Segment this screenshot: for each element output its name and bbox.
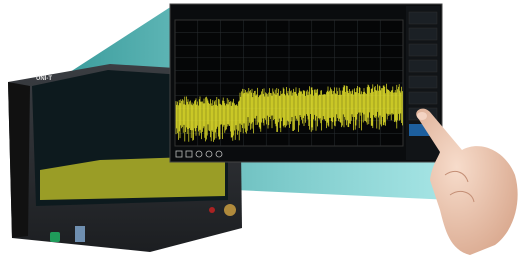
- menu-item: [409, 28, 437, 40]
- hand: [416, 109, 517, 255]
- usb-port: [75, 226, 85, 242]
- menu-item: [409, 92, 437, 104]
- menu-item: [409, 60, 437, 72]
- power-button[interactable]: [50, 232, 60, 242]
- brand-label: UNI-T: [36, 76, 52, 82]
- rf-input: [224, 204, 236, 216]
- menu-item: [409, 76, 437, 88]
- menu-item: [409, 12, 437, 24]
- instrument-side: [8, 82, 30, 238]
- menu-item: [409, 44, 437, 56]
- indicator: [209, 207, 215, 213]
- scene: UNI-T: [0, 0, 525, 266]
